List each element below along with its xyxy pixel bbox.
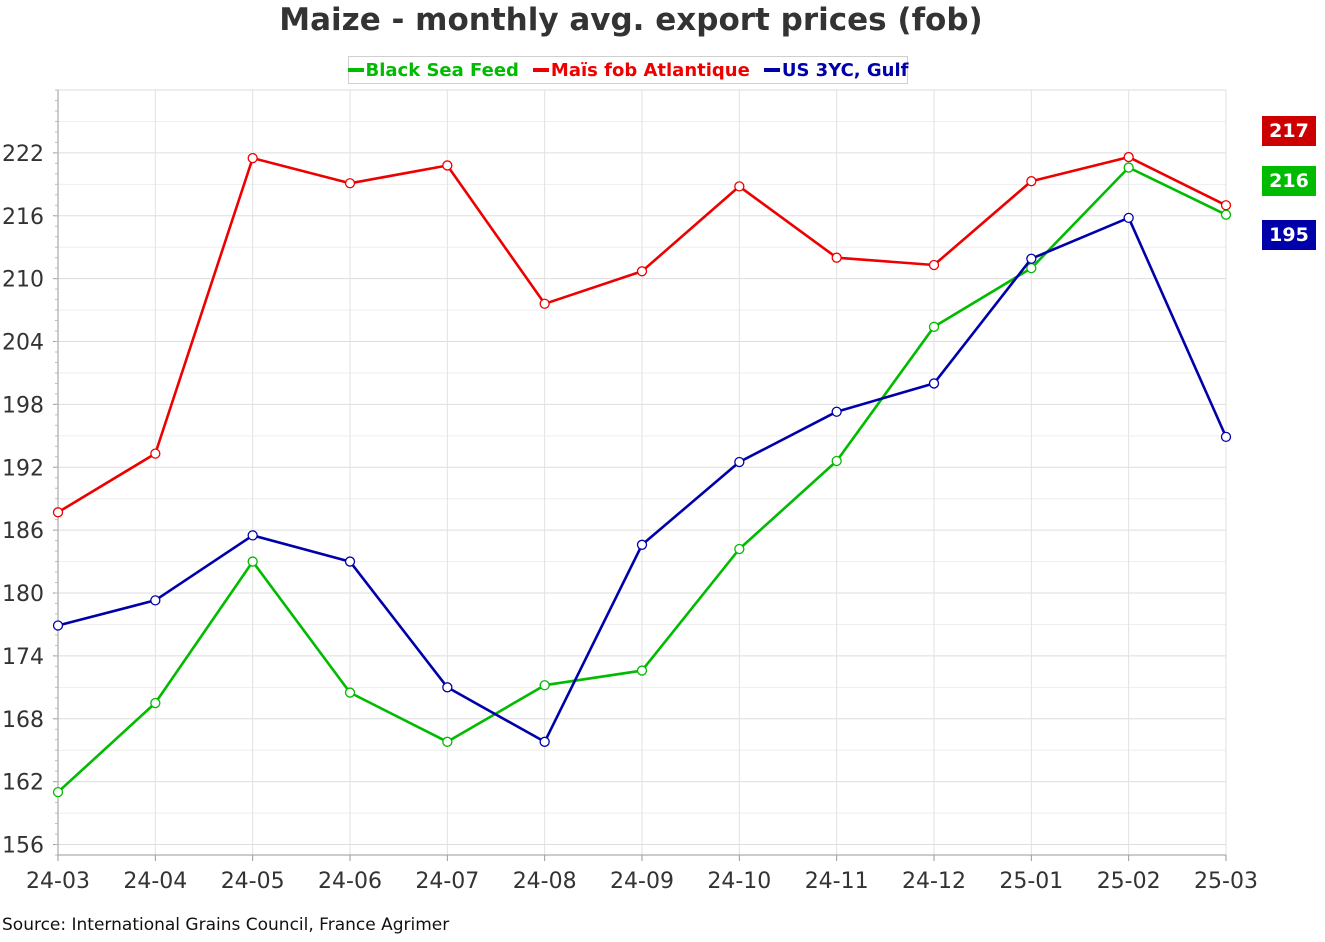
legend-label-us-3yc-gulf: US 3YC, Gulf [781,59,909,81]
data-point-us-3yc-gulf [539,736,550,747]
x-tick-label: 24-04 [123,869,187,894]
legend-label-mais-fob-atlantique: Maïs fob Atlantique [550,59,750,81]
data-point-ma-s-fob-atlantique [636,266,648,277]
last-value-badge-black-sea-feed: 216 [1262,166,1316,196]
legend-swatch-us-3yc-gulf [763,68,780,72]
data-point-us-3yc-gulf [442,682,453,693]
data-point-ma-s-fob-atlantique [1220,200,1232,211]
x-tick-label: 24-07 [415,869,479,894]
data-point-us-3yc-gulf [831,406,842,417]
data-point-us-3yc-gulf [150,595,161,606]
data-point-ma-s-fob-atlantique [442,160,453,171]
data-point-black-sea-feed [734,543,745,555]
data-point-black-sea-feed [928,321,940,332]
data-point-ma-s-fob-atlantique [734,181,745,192]
chart-legend: Black Sea Feed Maïs fob Atlantique US 3Y… [347,56,909,84]
x-tick-label: 24-05 [221,869,285,894]
data-point-us-3yc-gulf [52,620,64,631]
data-point-black-sea-feed [344,687,356,698]
x-tick-label: 24-10 [707,869,771,894]
y-tick-label: 192 [2,456,44,481]
x-tick-label: 24-08 [513,869,577,894]
data-point-black-sea-feed [1026,263,1037,274]
data-point-us-3yc-gulf [636,539,648,550]
y-tick-label: 168 [2,708,44,733]
last-value-badge-us-3yc-gulf: 195 [1262,220,1316,250]
y-tick-label: 180 [2,582,44,607]
data-point-us-3yc-gulf [247,530,258,541]
y-tick-label: 156 [2,834,44,859]
data-point-us-3yc-gulf [1026,253,1037,264]
data-point-ma-s-fob-atlantique [344,178,356,189]
legend-label-black-sea-feed: Black Sea Feed [365,59,519,81]
y-tick-label: 216 [2,205,44,230]
data-point-us-3yc-gulf [344,556,356,567]
data-point-ma-s-fob-atlantique [928,259,940,271]
data-point-black-sea-feed [52,786,64,798]
data-point-ma-s-fob-atlantique [52,507,64,518]
y-tick-label: 210 [2,268,44,293]
y-tick-label: 186 [2,519,44,544]
last-value-badge-mais-fob-atlantique: 217 [1262,116,1316,146]
data-point-us-3yc-gulf [1220,431,1232,443]
data-point-ma-s-fob-atlantique [247,152,258,164]
x-tick-label: 24-09 [610,869,674,894]
x-tick-label: 24-06 [318,869,382,894]
data-point-ma-s-fob-atlantique [1123,151,1134,163]
data-point-ma-s-fob-atlantique [539,298,550,309]
y-tick-label: 222 [2,142,44,167]
data-point-black-sea-feed [150,697,161,709]
y-tick-label: 204 [2,331,44,356]
data-point-black-sea-feed [1123,162,1134,173]
data-point-us-3yc-gulf [1123,212,1134,223]
legend-item-mais-fob-atlantique[interactable]: Maïs fob Atlantique [532,59,750,81]
x-tick-label: 24-11 [805,869,869,894]
data-point-black-sea-feed [442,736,453,747]
x-tick-label: 25-03 [1194,869,1258,894]
x-tick-label: 24-12 [902,869,966,894]
y-tick-label: 174 [2,645,44,670]
data-point-black-sea-feed [636,665,648,676]
data-point-black-sea-feed [1220,209,1232,220]
data-point-ma-s-fob-atlantique [150,448,161,459]
legend-item-black-sea-feed[interactable]: Black Sea Feed [347,59,519,81]
data-point-us-3yc-gulf [734,456,745,468]
x-tick-label: 25-01 [999,869,1063,894]
chart-title: Maize - monthly avg. export prices (fob) [279,2,983,38]
data-point-ma-s-fob-atlantique [831,252,842,263]
legend-swatch-mais-fob-atlantique [532,68,549,72]
data-point-us-3yc-gulf [928,378,940,389]
y-tick-label: 198 [2,393,44,418]
data-point-black-sea-feed [247,556,258,567]
data-point-black-sea-feed [831,455,842,467]
y-tick-label: 162 [2,771,44,796]
x-tick-label: 25-02 [1097,869,1161,894]
legend-item-us-3yc-gulf[interactable]: US 3YC, Gulf [763,59,909,81]
legend-swatch-black-sea-feed [347,68,364,72]
source-note: Source: International Grains Council, Fr… [2,915,450,935]
data-point-ma-s-fob-atlantique [1026,176,1037,187]
x-tick-label: 24-03 [26,869,90,894]
data-point-black-sea-feed [539,680,550,691]
